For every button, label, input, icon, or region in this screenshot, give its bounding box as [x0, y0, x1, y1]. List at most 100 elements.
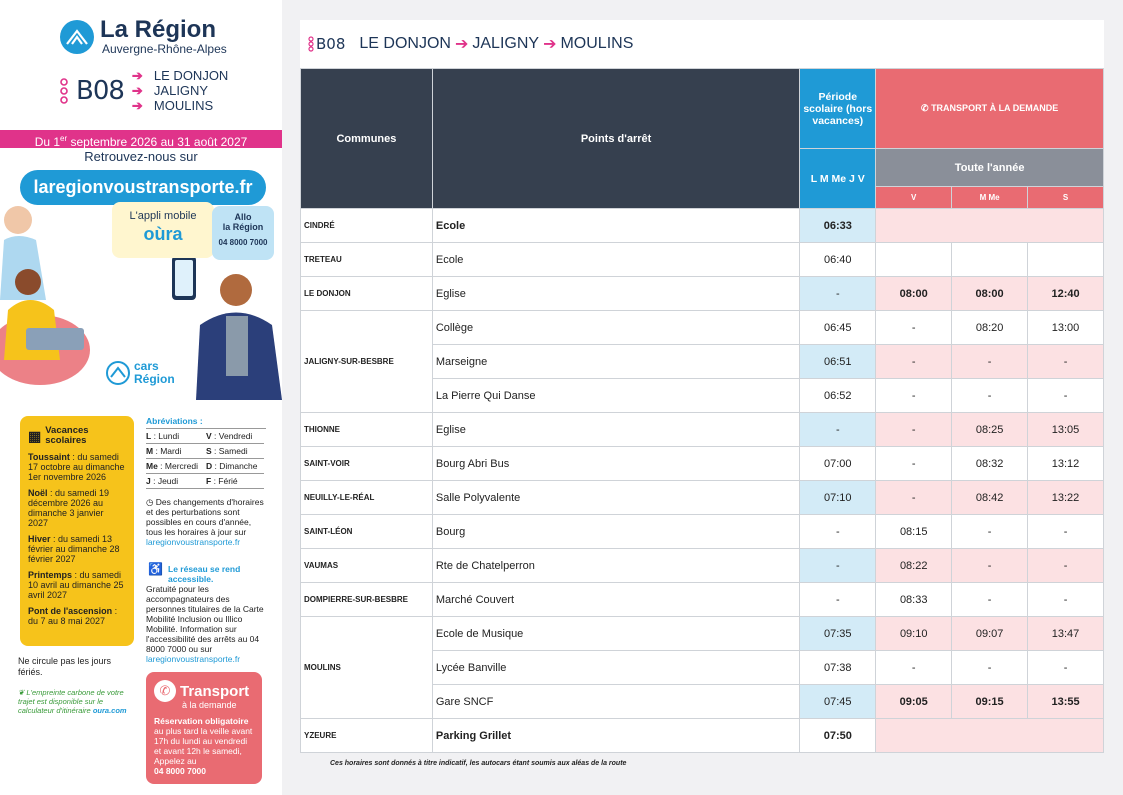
abbr-item: L : Lundi [146, 429, 206, 444]
col-periode: Période scolaire (hors vacances) [799, 68, 877, 149]
tad-phone[interactable]: 04 8000 7000 [154, 766, 206, 776]
table-row: LE DONJON Eglise -08:00 08:00 12:40 [300, 276, 1104, 311]
time-cell: - [875, 650, 953, 685]
time-cell: 06:33 [799, 208, 877, 243]
time-cell: - [875, 412, 953, 447]
bus-line-icon [308, 36, 314, 52]
commune-cell: CINDRÉ [300, 208, 433, 243]
time-cell: - [1027, 378, 1104, 413]
carbon-link[interactable]: oura.com [92, 706, 127, 715]
arrow-right-icon: ➔ [543, 36, 557, 53]
empty-cell [1027, 242, 1104, 277]
time-cell: - [875, 378, 953, 413]
left-panel: La Région Auvergne-Rhône-Alpes B08 ➔ LE D… [0, 0, 282, 795]
time-cell: 06:45 [799, 310, 877, 345]
col-s: S [1027, 186, 1104, 209]
time-cell: 13:12 [1027, 446, 1104, 481]
col-communes: Communes [300, 68, 433, 209]
header-line-code: B08 [316, 35, 346, 53]
table-row: TRETEAU Ecole 06:40 [300, 242, 1104, 277]
transport-demande-box: ✆ Transport à la demande Réservation obl… [146, 672, 262, 784]
timetable: Communes Points d'arrêt Période scolaire… [300, 68, 1104, 753]
clock-icon: ◷ [146, 497, 154, 507]
validity-dates: Du 1er septembre 2026 au 31 août 2027 [0, 130, 282, 149]
commune-cell: NEUILLY-LE-RÉAL [300, 480, 433, 515]
changes-link[interactable]: laregionvoustransporte.fr [146, 537, 241, 547]
header-stop: MOULINS [560, 35, 634, 52]
time-cell: 09:15 [951, 684, 1029, 719]
allo-region-badge[interactable]: Allo la Région 04 8000 7000 [212, 206, 274, 260]
time-cell: - [799, 582, 877, 617]
abbr-item: J : Jeudi [146, 474, 206, 489]
bus-line-icon [60, 77, 68, 104]
commune-cell: VAUMAS [300, 548, 433, 583]
region-logo-icon [60, 20, 94, 54]
time-cell: - [1027, 514, 1104, 549]
stop-cell: Gare SNCF [431, 684, 801, 719]
leaf-icon: ❦ [18, 688, 25, 697]
footnote: Ces horaires sont donnés à titre indicat… [330, 760, 627, 767]
table-row: YZEURE Parking Grillet 07:50 [300, 718, 1104, 753]
time-cell: - [875, 344, 953, 379]
access-text: Gratuité pour les accompagnateurs des pe… [146, 584, 264, 654]
time-cell: 07:38 [799, 650, 877, 685]
table-row: DOMPIERRE-SUR-BESBRE Marché Couvert -08:33… [300, 582, 1104, 617]
tad-sub: à la demande [182, 700, 237, 710]
time-cell: 08:22 [875, 548, 953, 583]
time-cell: 12:40 [1027, 276, 1104, 311]
time-cell: - [799, 276, 877, 311]
table-row: SAINT-VOIR Bourg Abri Bus 07:00-08:32 13:12 [300, 446, 1104, 481]
brand-sub: Auvergne-Rhône-Alpes [102, 42, 227, 56]
phone-icon: ✆ [921, 103, 932, 113]
stop-cell: Rte de Chatelperron [431, 548, 801, 583]
time-cell: 13:22 [1027, 480, 1104, 515]
website-link[interactable]: laregionvoustransporte.fr [20, 170, 266, 205]
vacances-item: Toussaint : du samedi 17 octobre au dima… [28, 452, 125, 482]
time-cell: 07:50 [799, 718, 877, 753]
cars-l2: Région [134, 372, 175, 386]
time-cell: - [1027, 650, 1104, 685]
app-promo[interactable]: L'appli mobile oùra [112, 202, 214, 258]
vacances-item: Printemps : du samedi 10 avril au dimanc… [28, 570, 124, 600]
cars-region-icon [106, 361, 130, 385]
col-days: L M Me J V [799, 148, 877, 209]
header-stop: LE DONJON [359, 35, 451, 52]
time-cell: 09:07 [951, 616, 1029, 651]
time-cell: - [951, 378, 1029, 413]
time-cell: 09:05 [875, 684, 953, 719]
commune-cell: JALIGNY-SUR-BESBRE [300, 310, 433, 413]
commune-cell: LE DONJON [300, 276, 433, 311]
time-cell: 07:35 [799, 616, 877, 651]
time-cell: 08:00 [875, 276, 953, 311]
commune-cell: THIONNE [300, 412, 433, 447]
retrouvez-text: Retrouvez-nous sur [84, 149, 198, 164]
commune-cell: TRETEAU [300, 242, 433, 277]
line-code: B08 [76, 75, 125, 106]
region-logo[interactable]: La Région Auvergne-Rhône-Alpes [60, 18, 227, 56]
access-link[interactable]: laregionvoustransporte.fr [146, 654, 241, 664]
time-cell: - [1027, 582, 1104, 617]
time-cell: 13:05 [1027, 412, 1104, 447]
empty-cell [875, 718, 1104, 753]
line-stop: LE DONJON [153, 68, 229, 83]
time-cell: 08:32 [951, 446, 1029, 481]
time-cell: 06:40 [799, 242, 877, 277]
abbr-item: F : Férié [206, 474, 264, 489]
commune-cell: SAINT-LÉON [300, 514, 433, 549]
time-cell: 08:25 [951, 412, 1029, 447]
time-cell: 06:52 [799, 378, 877, 413]
col-mme: M Me [951, 186, 1029, 209]
stop-cell: Ecole de Musique [431, 616, 801, 651]
empty-cell [875, 208, 1104, 243]
stop-cell: Salle Polyvalente [431, 480, 801, 515]
time-cell: - [799, 514, 877, 549]
tad-bold: Réservation obligatoire [154, 716, 249, 726]
time-cell: 08:00 [951, 276, 1029, 311]
time-cell: 07:10 [799, 480, 877, 515]
commune-cell: MOULINS [300, 616, 433, 719]
arrow-right-icon: ➔ [131, 98, 143, 113]
stop-cell: Ecole [431, 242, 801, 277]
allo-phone: 04 8000 7000 [218, 238, 268, 247]
table-row: SAINT-LÉON Bourg -08:15- - [300, 514, 1104, 549]
time-cell: - [951, 344, 1029, 379]
